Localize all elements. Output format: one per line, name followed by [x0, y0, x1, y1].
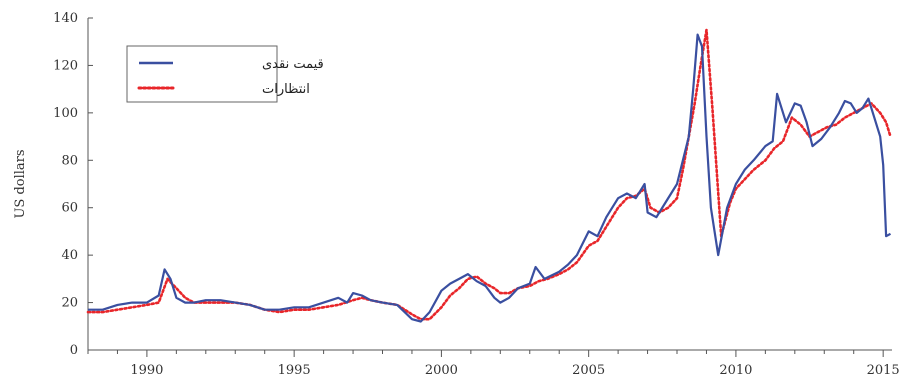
x-tick-label: 1995 [278, 363, 311, 378]
legend: قیمت نقدی انتظارات [126, 45, 324, 103]
series-line-spot-price [88, 33, 892, 323]
x-tick-label: 2015 [867, 363, 900, 378]
y-tick-label: 40 [61, 248, 78, 263]
y-ticks: 0 20 40 60 80 100 120 140 [53, 11, 93, 358]
x-tick-label: 2005 [572, 363, 605, 378]
legend-label-spot: قیمت نقدی [262, 57, 324, 72]
y-tick-label: 120 [53, 58, 78, 73]
x-ticks: 1990 1995 2000 2005 2010 2015 [87, 350, 900, 378]
y-axis-title: US dollars [13, 149, 28, 218]
x-tick-label: 1990 [130, 363, 163, 378]
series-layer [86, 28, 892, 323]
x-tick-label: 2000 [425, 363, 458, 378]
legend-box [126, 45, 278, 103]
y-tick-label: 80 [61, 153, 78, 168]
y-tick-label: 0 [70, 343, 78, 358]
y-tick-label: 140 [53, 11, 78, 26]
legend-label-expectations: انتظارات [262, 82, 310, 97]
y-tick-label: 60 [61, 201, 78, 216]
y-tick-label: 100 [53, 106, 78, 121]
y-tick-label: 20 [61, 296, 78, 311]
chart-axes [87, 18, 892, 351]
x-tick-label: 2010 [719, 363, 752, 378]
